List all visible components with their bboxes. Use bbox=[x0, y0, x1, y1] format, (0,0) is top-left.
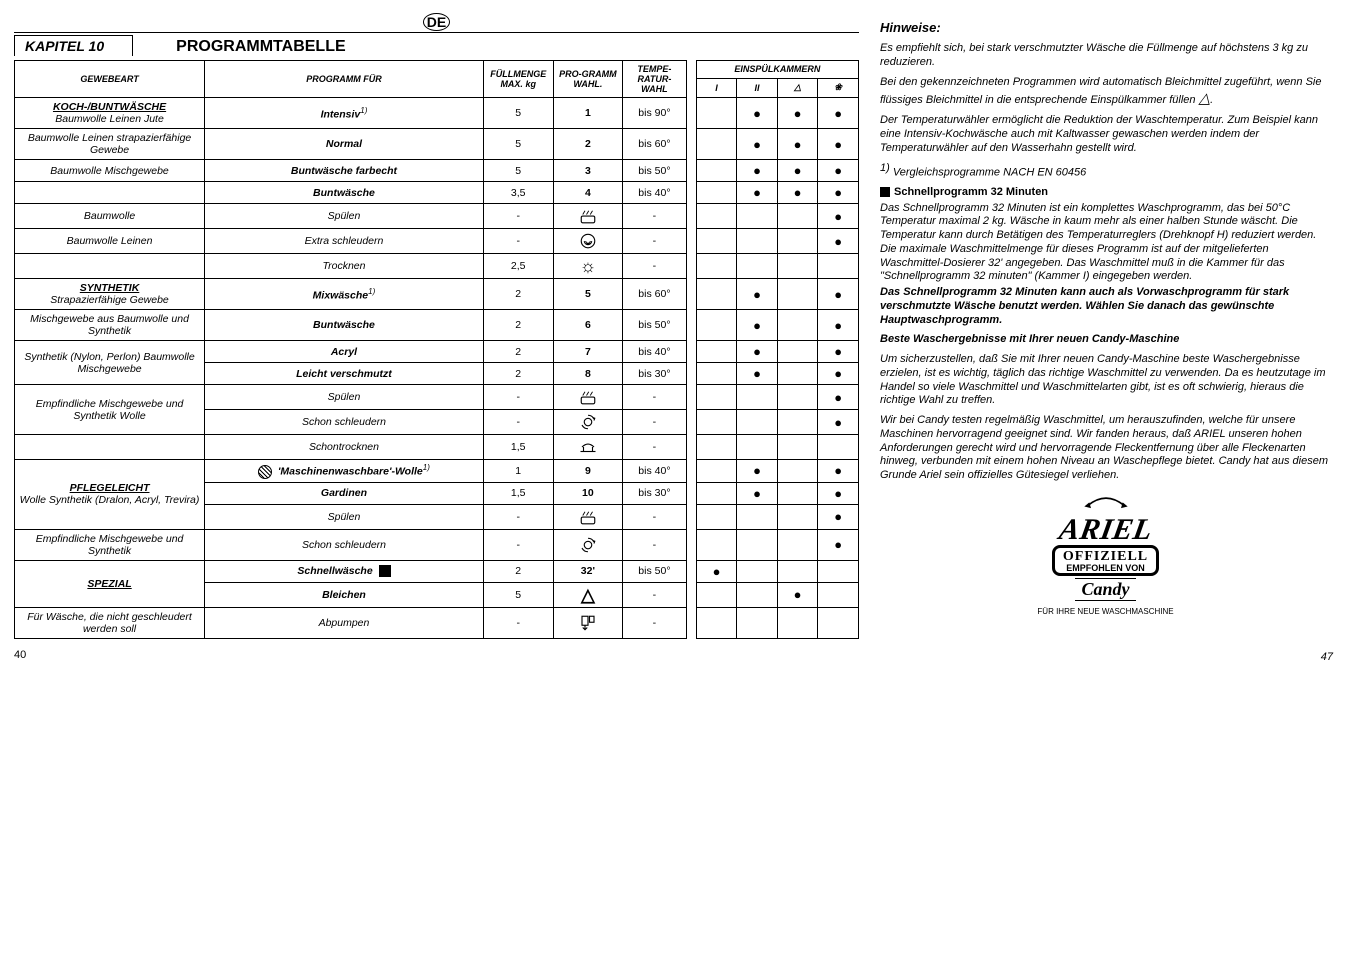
hdr-gewebeart: GEWEBEART bbox=[15, 61, 205, 98]
kapitel-box: KAPITEL 10 bbox=[14, 35, 133, 56]
empfohlen-box: OFFIZIELL EMPFOHLEN VON bbox=[1052, 545, 1159, 576]
lang-badge: DE bbox=[14, 14, 859, 30]
candy-logo: Candy bbox=[1075, 578, 1135, 601]
ariel-sub: FÜR IHRE NEUE WASCHMASCHINE bbox=[1011, 607, 1201, 616]
schnell-title: Schnellprogramm 32 Minuten bbox=[880, 186, 1331, 200]
hdr-fullmenge: FÜLLMENGE MAX. kg bbox=[483, 61, 553, 98]
hdr-prowahl: PRO-GRAMM WAHL. bbox=[553, 61, 623, 98]
hint-p5: Das Schnellprogramm 32 Minuten ist ein k… bbox=[880, 202, 1331, 285]
hdr-tempwahl: TEMPE-RATUR-WAHL bbox=[623, 61, 686, 98]
program-table: GEWEBEART PROGRAMM FÜR FÜLLMENGE MAX. kg… bbox=[14, 60, 859, 639]
right-page: Hinweise: Es empfiehlt sich, bei stark v… bbox=[870, 0, 1351, 671]
hdr-k3: △ bbox=[777, 78, 818, 97]
hint-p6: Um sicherzustellen, daß Sie mit Ihrer ne… bbox=[880, 353, 1331, 408]
page-num-right: 47 bbox=[1321, 651, 1333, 663]
hint-p4: 1) Vergleichsprogramme NACH EN 60456 bbox=[880, 162, 1331, 180]
hint-p2: Bei den gekennzeichneten Programmen wird… bbox=[880, 76, 1331, 109]
hint-p5b: Das Schnellprogramm 32 Minuten kann auch… bbox=[880, 286, 1331, 327]
table-title: PROGRAMMTABELLE bbox=[176, 38, 345, 56]
hint-p6t: Beste Waschergebnisse mit Ihrer neuen Ca… bbox=[880, 333, 1331, 347]
hdr-einspul: EINSPÜLKAMMERN bbox=[696, 61, 858, 79]
hdr-programm: PROGRAMM FÜR bbox=[205, 61, 484, 98]
hdr-k4: ❀ bbox=[818, 78, 859, 97]
hinweise-title: Hinweise: bbox=[880, 20, 1331, 36]
hint-p7: Wir bei Candy testen regelmäßig Waschmit… bbox=[880, 414, 1331, 483]
hdr-k1: I bbox=[696, 78, 737, 97]
page-num-left: 40 bbox=[14, 649, 859, 661]
hint-p3: Der Temperaturwähler ermöglicht die Redu… bbox=[880, 114, 1331, 155]
ariel-logo: ARIEL bbox=[1008, 516, 1203, 543]
left-page: DE KAPITEL 10 PROGRAMMTABELLE GEWEBEART … bbox=[0, 0, 870, 671]
ariel-badge: ARIEL OFFIZIELL EMPFOHLEN VON Candy FÜR … bbox=[1011, 493, 1201, 616]
hdr-k2: II bbox=[737, 78, 778, 97]
hint-p1: Es empfiehlt sich, bei stark verschmutzt… bbox=[880, 42, 1331, 70]
